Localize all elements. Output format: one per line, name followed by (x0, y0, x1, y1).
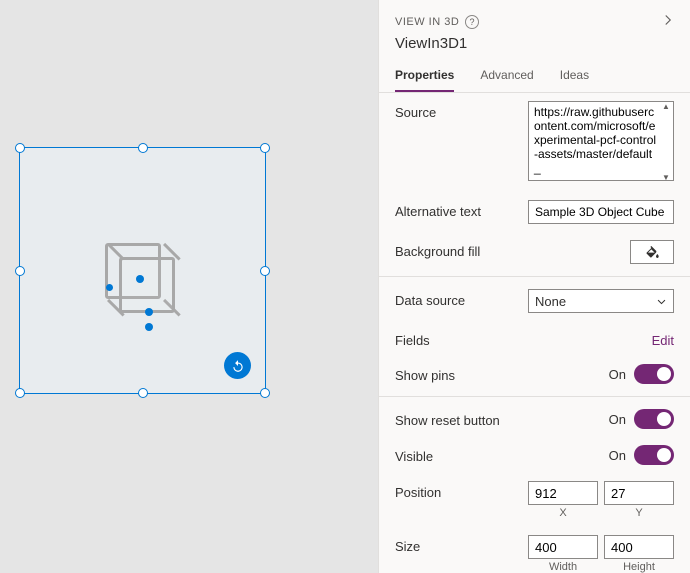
expand-panel-button[interactable] (662, 14, 674, 29)
datasource-select[interactable]: None (528, 289, 674, 313)
properties-panel: VIEW IN 3D ? ViewIn3D1 Properties Advanc… (378, 0, 690, 573)
position-y-sublabel: Y (635, 507, 642, 519)
resize-handle-l[interactable] (15, 266, 25, 276)
alttext-input[interactable] (528, 200, 674, 224)
resize-handle-tr[interactable] (260, 143, 270, 153)
alttext-label: Alternative text (395, 200, 518, 219)
showreset-state: On (609, 412, 626, 427)
source-input[interactable] (528, 101, 674, 181)
panel-tabs: Properties Advanced Ideas (379, 62, 690, 93)
panel-breadcrumb: VIEW IN 3D (395, 16, 459, 28)
size-height-input[interactable] (604, 535, 674, 559)
datasource-value: None (535, 294, 566, 309)
source-label: Source (395, 101, 518, 120)
pin-marker[interactable] (145, 323, 153, 331)
position-label: Position (395, 481, 518, 500)
help-icon[interactable]: ? (465, 15, 479, 29)
visible-toggle[interactable] (634, 445, 674, 465)
position-y-input[interactable] (604, 481, 674, 505)
control-instance-name: ViewIn3D1 (379, 29, 690, 62)
showreset-toggle[interactable] (634, 409, 674, 429)
size-width-input[interactable] (528, 535, 598, 559)
size-label: Size (395, 535, 518, 554)
showpins-label: Show pins (395, 364, 599, 383)
pin-marker[interactable] (136, 275, 144, 283)
reset-view-button[interactable] (224, 352, 251, 379)
fields-edit-link[interactable]: Edit (652, 329, 674, 348)
source-scroll[interactable]: ▲▼ (659, 102, 673, 183)
tab-properties[interactable]: Properties (395, 62, 454, 92)
position-x-input[interactable] (528, 481, 598, 505)
showpins-state: On (609, 367, 626, 382)
visible-label: Visible (395, 445, 599, 464)
position-x-sublabel: X (559, 507, 566, 519)
showreset-label: Show reset button (395, 409, 599, 428)
resize-handle-b[interactable] (138, 388, 148, 398)
visible-state: On (609, 448, 626, 463)
resize-handle-tl[interactable] (15, 143, 25, 153)
resize-handle-r[interactable] (260, 266, 270, 276)
size-height-sublabel: Height (623, 561, 655, 573)
canvas-area[interactable] (0, 0, 378, 573)
tab-advanced[interactable]: Advanced (480, 62, 533, 92)
bgfill-label: Background fill (395, 240, 620, 259)
datasource-label: Data source (395, 289, 518, 308)
tab-ideas[interactable]: Ideas (560, 62, 589, 92)
showpins-toggle[interactable] (634, 364, 674, 384)
cube-preview (105, 243, 183, 321)
selected-3d-control[interactable] (19, 147, 266, 394)
pin-marker[interactable] (145, 308, 153, 316)
bgfill-color-picker[interactable] (630, 240, 674, 264)
resize-handle-bl[interactable] (15, 388, 25, 398)
resize-handle-br[interactable] (260, 388, 270, 398)
fields-label: Fields (395, 329, 642, 348)
resize-handle-t[interactable] (138, 143, 148, 153)
size-width-sublabel: Width (549, 561, 577, 573)
pin-marker[interactable] (106, 284, 113, 291)
